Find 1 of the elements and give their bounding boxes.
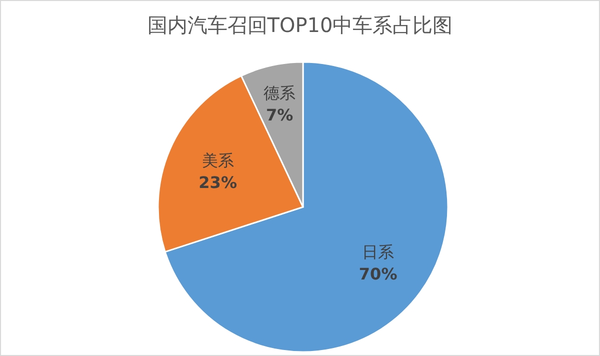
title: 国内汽车召回TOP10中车系占比图 xyxy=(147,13,453,37)
